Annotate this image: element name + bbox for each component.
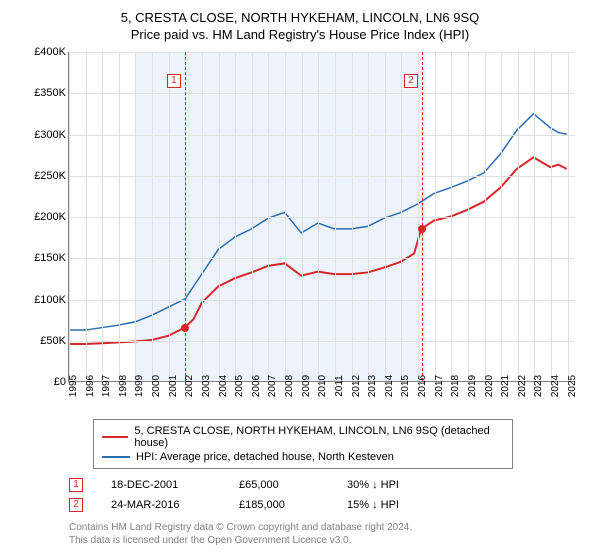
grid-h: [69, 176, 575, 177]
sale-diff: 30% ↓ HPI: [347, 479, 437, 491]
sale-row: 2 24-MAR-2016 £185,000 15% ↓ HPI: [69, 495, 555, 515]
sale-row-marker: 1: [69, 478, 83, 492]
grid-v: [219, 52, 220, 381]
y-tick-label: £100K: [34, 294, 66, 306]
y-tick-label: £0: [54, 376, 66, 388]
grid-v: [119, 52, 120, 381]
y-tick-label: £50K: [40, 335, 66, 347]
chart-subtitle: Price paid vs. HM Land Registry's House …: [25, 27, 575, 42]
sale-vline: [422, 52, 423, 381]
grid-v: [152, 52, 153, 381]
grid-v: [352, 52, 353, 381]
x-axis: 1995199619971998199920002001200220032004…: [68, 382, 575, 407]
grid-v: [318, 52, 319, 381]
sale-date: 18-DEC-2001: [111, 479, 211, 491]
grid-v: [86, 52, 87, 381]
sale-point: [181, 324, 189, 332]
grid-v: [485, 52, 486, 381]
sale-row-marker: 2: [69, 498, 83, 512]
sale-row: 1 18-DEC-2001 £65,000 30% ↓ HPI: [69, 475, 555, 495]
sale-date: 24-MAR-2016: [111, 499, 211, 511]
grid-h: [69, 135, 575, 136]
sale-marker-box: 1: [167, 74, 181, 88]
chart-container: 5, CRESTA CLOSE, NORTH HYKEHAM, LINCOLN,…: [0, 0, 600, 560]
grid-v: [401, 52, 402, 381]
legend-box: 5, CRESTA CLOSE, NORTH HYKEHAM, LINCOLN,…: [93, 419, 513, 469]
legend-swatch: [102, 456, 130, 458]
grid-v: [169, 52, 170, 381]
sale-diff: 15% ↓ HPI: [347, 499, 437, 511]
grid-v: [468, 52, 469, 381]
legend-swatch: [102, 436, 128, 438]
y-tick-label: £350K: [34, 87, 66, 99]
y-tick-label: £150K: [34, 252, 66, 264]
grid-v: [252, 52, 253, 381]
grid-v: [135, 52, 136, 381]
grid-h: [69, 93, 575, 94]
grid-v: [235, 52, 236, 381]
grid-v: [268, 52, 269, 381]
sale-price: £185,000: [239, 499, 319, 511]
grid-v: [501, 52, 502, 381]
grid-h: [69, 217, 575, 218]
y-tick-label: £200K: [34, 211, 66, 223]
legend-label: HPI: Average price, detached house, Nort…: [136, 451, 394, 463]
y-axis: £0£50K£100K£150K£200K£250K£300K£350K£400…: [25, 52, 68, 382]
grid-v: [102, 52, 103, 381]
grid-v: [69, 52, 70, 381]
sale-price: £65,000: [239, 479, 319, 491]
y-tick-label: £400K: [34, 46, 66, 58]
footer-attribution: Contains HM Land Registry data © Crown c…: [69, 521, 555, 547]
grid-v: [202, 52, 203, 381]
y-tick-label: £250K: [34, 170, 66, 182]
grid-v: [435, 52, 436, 381]
grid-v: [518, 52, 519, 381]
grid-h: [69, 258, 575, 259]
grid-v: [451, 52, 452, 381]
grid-v: [418, 52, 419, 381]
grid-v: [285, 52, 286, 381]
grid-h: [69, 52, 575, 53]
grid-v: [568, 52, 569, 381]
grid-v: [534, 52, 535, 381]
grid-h: [69, 300, 575, 301]
sale-point: [418, 225, 426, 233]
legend-label: 5, CRESTA CLOSE, NORTH HYKEHAM, LINCOLN,…: [134, 425, 504, 449]
chart-area: £0£50K£100K£150K£200K£250K£300K£350K£400…: [25, 52, 575, 407]
grid-v: [302, 52, 303, 381]
legend-item: 5, CRESTA CLOSE, NORTH HYKEHAM, LINCOLN,…: [102, 424, 504, 450]
grid-h: [69, 341, 575, 342]
grid-v: [551, 52, 552, 381]
x-tick-label: 2025: [567, 375, 588, 397]
grid-v: [368, 52, 369, 381]
grid-v: [385, 52, 386, 381]
plot-area: 12: [68, 52, 575, 382]
chart-title: 5, CRESTA CLOSE, NORTH HYKEHAM, LINCOLN,…: [25, 10, 575, 25]
y-tick-label: £300K: [34, 129, 66, 141]
footer-line-1: Contains HM Land Registry data © Crown c…: [69, 521, 555, 534]
grid-v: [335, 52, 336, 381]
sales-table: 1 18-DEC-2001 £65,000 30% ↓ HPI 2 24-MAR-2016…: [69, 475, 555, 515]
legend-item: HPI: Average price, detached house, Nort…: [102, 450, 504, 464]
footer-line-2: This data is licensed under the Open Gov…: [69, 534, 555, 547]
sale-marker-box: 2: [404, 74, 418, 88]
